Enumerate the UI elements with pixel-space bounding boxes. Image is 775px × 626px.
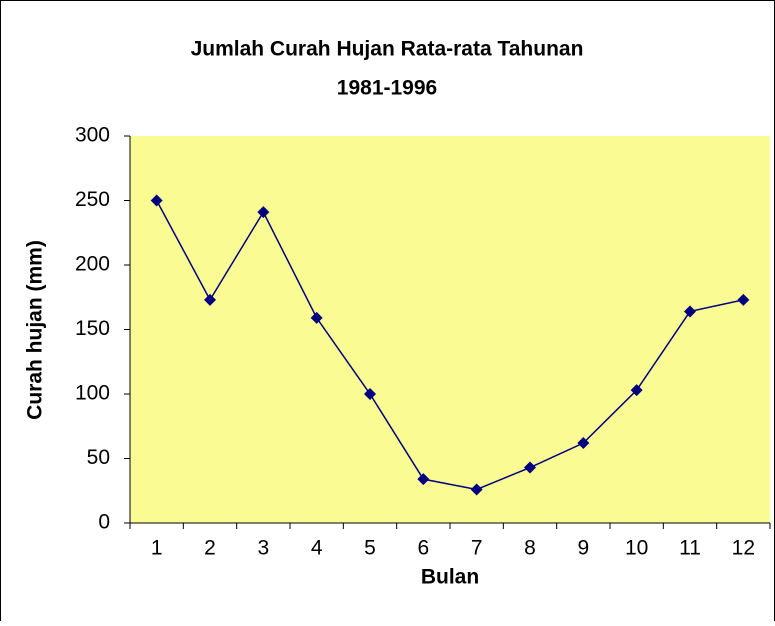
x-tick-label: 6 xyxy=(417,537,429,560)
y-tick-label: 300 xyxy=(75,124,110,147)
y-axis-label: Curah hujan (mm) xyxy=(24,240,47,420)
plot-area xyxy=(130,136,770,523)
x-tick-label: 12 xyxy=(732,537,755,560)
chart-subtitle: 1981-1996 xyxy=(337,77,437,100)
x-tick-label: 9 xyxy=(577,537,589,560)
y-tick-label: 50 xyxy=(87,446,110,469)
y-tick-label: 150 xyxy=(75,317,110,340)
y-tick-label: 100 xyxy=(75,382,110,405)
x-tick-label: 7 xyxy=(471,537,483,560)
x-tick-label: 8 xyxy=(524,537,536,560)
x-tick-label: 11 xyxy=(679,537,701,560)
x-tick-label: 3 xyxy=(257,537,269,560)
x-tick-label: 2 xyxy=(204,537,216,560)
x-tick-label: 4 xyxy=(311,537,323,560)
y-tick-label: 250 xyxy=(75,188,110,211)
x-tick-label: 10 xyxy=(625,537,648,560)
x-axis-label: Bulan xyxy=(421,566,479,589)
y-tick-label: 0 xyxy=(98,511,110,534)
x-tick-label: 1 xyxy=(151,537,163,560)
chart-title: Jumlah Curah Hujan Rata-rata Tahunan xyxy=(191,38,584,61)
x-tick-label: 5 xyxy=(364,537,376,560)
y-tick-label: 200 xyxy=(75,253,110,276)
chart: Jumlah Curah Hujan Rata-rata Tahunan 198… xyxy=(0,0,775,621)
